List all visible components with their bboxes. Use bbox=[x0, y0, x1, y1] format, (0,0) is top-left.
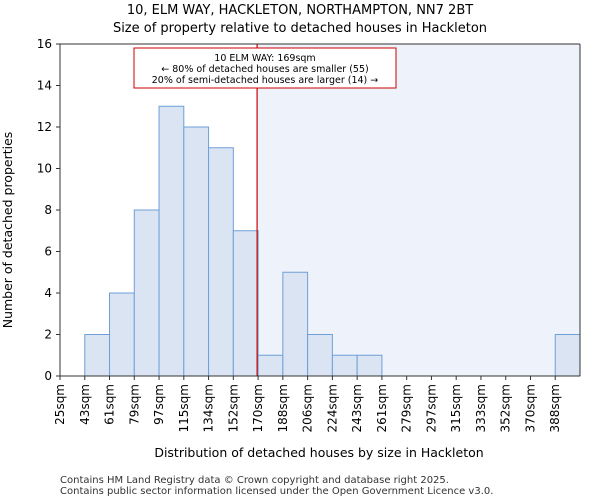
x-tick-label: 279sqm bbox=[400, 384, 414, 432]
bar bbox=[109, 292, 135, 377]
bar bbox=[307, 334, 333, 377]
y-tick-label: 16 bbox=[37, 37, 52, 51]
footer-line-2: Contains public sector information licen… bbox=[60, 486, 493, 497]
x-tick-label: 170sqm bbox=[251, 384, 265, 432]
annotation-line-2: ← 80% of detached houses are smaller (55… bbox=[161, 64, 368, 75]
x-tick-label: 243sqm bbox=[350, 384, 364, 432]
x-tick-label: 152sqm bbox=[226, 384, 240, 432]
bar bbox=[158, 105, 185, 377]
bar bbox=[208, 147, 234, 377]
y-tick-label: 10 bbox=[37, 162, 52, 176]
x-tick-label: 115sqm bbox=[177, 384, 191, 432]
bar bbox=[257, 354, 284, 377]
x-tick-label: 315sqm bbox=[449, 384, 463, 432]
x-tick-label: 388sqm bbox=[548, 384, 562, 432]
annotation-line-3: 20% of semi-detached houses are larger (… bbox=[152, 75, 379, 86]
y-tick-label: 6 bbox=[44, 245, 52, 259]
chart-title: 10, ELM WAY, HACKLETON, NORTHAMPTON, NN7… bbox=[127, 3, 473, 18]
y-tick-label: 2 bbox=[44, 328, 52, 342]
x-tick-label: 61sqm bbox=[103, 384, 117, 425]
bar bbox=[356, 354, 383, 377]
y-tick-label: 0 bbox=[44, 369, 52, 383]
bar bbox=[183, 126, 210, 377]
x-tick-label: 370sqm bbox=[523, 384, 537, 432]
x-tick-label: 297sqm bbox=[424, 384, 438, 432]
annotation-box bbox=[133, 47, 397, 89]
y-axis-label: Number of detached properties bbox=[0, 132, 15, 329]
x-tick-label: 352sqm bbox=[499, 384, 513, 432]
x-tick-label: 188sqm bbox=[276, 384, 290, 432]
annotation-line-1: 10 ELM WAY: 169sqm bbox=[214, 53, 315, 64]
footer-line-1: Contains HM Land Registry data © Crown c… bbox=[60, 475, 449, 486]
bar bbox=[232, 230, 259, 377]
larger-region-shade bbox=[257, 44, 580, 376]
bar bbox=[84, 334, 111, 377]
bar bbox=[282, 271, 309, 377]
x-tick-label: 224sqm bbox=[325, 384, 339, 432]
x-tick-label: 25sqm bbox=[53, 384, 67, 425]
y-tick-label: 14 bbox=[37, 79, 52, 93]
x-tick-label: 79sqm bbox=[127, 384, 141, 425]
x-tick-label: 206sqm bbox=[301, 384, 315, 432]
x-axis-label: Distribution of detached houses by size … bbox=[154, 445, 483, 460]
y-tick-label: 8 bbox=[44, 203, 52, 217]
y-tick-label: 12 bbox=[37, 120, 52, 134]
bar bbox=[133, 209, 160, 377]
x-tick-label: 43sqm bbox=[78, 384, 92, 425]
bar bbox=[331, 354, 358, 377]
x-tick-label: 97sqm bbox=[152, 384, 166, 425]
x-tick-label: 261sqm bbox=[375, 384, 389, 432]
x-tick-label: 333sqm bbox=[474, 384, 488, 432]
chart-subtitle: Size of property relative to detached ho… bbox=[113, 21, 487, 36]
annotation: 10 ELM WAY: 169sqm ← 80% of detached hou… bbox=[133, 47, 397, 89]
bar bbox=[554, 334, 581, 377]
x-tick-label: 134sqm bbox=[202, 384, 216, 432]
y-tick-label: 4 bbox=[44, 286, 52, 300]
